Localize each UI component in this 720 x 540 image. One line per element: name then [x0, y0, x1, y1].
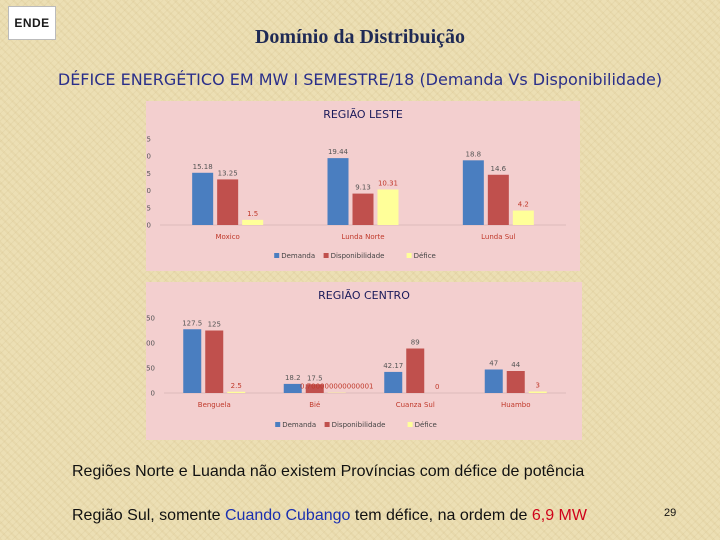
- y-tick-label: 15: [146, 170, 151, 178]
- data-label-defice-benguela: 2.5: [231, 382, 242, 390]
- data-label-disponibilidade-lunda-norte: 9.13: [355, 184, 371, 192]
- data-label-demanda-bie: 18.2: [285, 374, 301, 382]
- bar-defice-huambo: [528, 391, 547, 393]
- data-label-demanda-benguela: 127.5: [182, 319, 202, 327]
- legend-swatch-defice: [406, 253, 412, 258]
- legend-label-demanda: Demanda: [281, 252, 315, 260]
- y-tick-label: 50: [146, 365, 155, 373]
- note-regiao-sul: Região Sul, somente Cuando Cubango tem d…: [72, 507, 587, 525]
- note-sul-value: 6,9 MW: [531, 507, 587, 524]
- chart-regiao-leste: REGIÃO LESTE 0 5 10 15 20 25 15.18 13.25 1.5 Moxic…: [146, 101, 580, 271]
- note-sul-part2: tem défice, na ordem de: [350, 507, 532, 524]
- legend-swatch-disponibilidade: [324, 422, 330, 427]
- data-label-defice-bie: 0.700000000000001: [300, 383, 373, 391]
- chart-title: REGIÃO CENTRO: [318, 289, 410, 302]
- category-label-huambo: Huambo: [501, 401, 531, 409]
- category-label-moxico: Moxico: [216, 233, 240, 241]
- note-sul-province: Cuando Cubango: [224, 507, 351, 524]
- data-label-disponibilidade-benguela: 125: [208, 321, 221, 329]
- data-label-defice-cuanza-sul: 0: [435, 383, 439, 391]
- bar-demanda-benguela: [183, 329, 202, 393]
- y-tick-label: 25: [146, 136, 151, 144]
- chart-regiao-centro: REGIÃO CENTRO 0 50 100 150 127.5 125 2.5 Benguel…: [146, 282, 582, 440]
- legend-label-defice: Défice: [415, 421, 437, 429]
- bar-disponibilidade-benguela: [205, 330, 224, 393]
- note-norte-luanda: Regiões Norte e Luanda não existem Proví…: [72, 463, 585, 480]
- data-label-disponibilidade-moxico: 13.25: [218, 169, 238, 177]
- category-label-benguela: Benguela: [198, 401, 231, 409]
- data-label-disponibilidade-huambo: 44: [511, 361, 520, 369]
- bar-defice-moxico: [242, 219, 264, 225]
- bar-defice-lunda-sul: [512, 210, 534, 225]
- bar-demanda-bie: [283, 383, 302, 393]
- category-label-lunda-norte: Lunda Norte: [341, 233, 384, 241]
- category-label-lunda-sul: Lunda Sul: [481, 233, 515, 241]
- category-label-cuanza-sul: Cuanza Sul: [396, 401, 435, 409]
- bar-demanda-moxico: [192, 172, 214, 225]
- legend-label-defice: Défice: [414, 252, 436, 260]
- bar-disponibilidade-cuanza-sul: [406, 348, 425, 393]
- y-tick-label: 0: [147, 222, 151, 230]
- bar-defice-benguela: [227, 391, 246, 393]
- bar-demanda-huambo: [484, 369, 503, 393]
- legend-swatch-disponibilidade: [323, 253, 329, 258]
- bar-disponibilidade-huambo: [506, 371, 525, 393]
- data-label-demanda-lunda-norte: 19.44: [328, 148, 349, 156]
- data-label-demanda-cuanza-sul: 42.17: [383, 362, 403, 370]
- y-tick-label: 0: [151, 390, 155, 398]
- data-label-demanda-moxico: 15.18: [193, 163, 213, 171]
- data-label-demanda-lunda-sul: 18.8: [466, 150, 482, 158]
- legend-label-disponibilidade: Disponibilidade: [331, 252, 385, 260]
- bar-demanda-cuanza-sul: [384, 371, 403, 393]
- bar-demanda-lunda-norte: [327, 158, 349, 225]
- data-label-demanda-huambo: 47: [489, 360, 498, 368]
- data-label-defice-moxico: 1.5: [247, 210, 258, 218]
- y-tick-label: 150: [146, 315, 155, 323]
- page-subtitle: DÉFICE ENERGÉTICO EM MW I SEMESTRE/18 (D…: [57, 70, 663, 89]
- legend-label-disponibilidade: Disponibilidade: [332, 421, 386, 429]
- data-label-defice-huambo: 3: [536, 382, 540, 390]
- chart-leste-svg: REGIÃO LESTE 0 5 10 15 20 25 15.18 13.25 1.5 Moxic…: [146, 108, 566, 260]
- data-label-disponibilidade-cuanza-sul: 89: [411, 339, 420, 347]
- bar-disponibilidade-bie: [305, 384, 324, 393]
- legend-label-demanda: Demanda: [282, 421, 316, 429]
- y-tick-label: 100: [146, 340, 155, 348]
- bar-disponibilidade-moxico: [217, 179, 239, 225]
- bar-disponibilidade-lunda-norte: [352, 193, 374, 225]
- page-title: Domínio da Distribuição: [254, 26, 466, 48]
- bar-defice-lunda-norte: [377, 189, 399, 225]
- legend-swatch-demanda: [274, 253, 280, 258]
- data-label-defice-lunda-norte: 10.31: [378, 180, 398, 188]
- logo-text: ENDE: [14, 16, 50, 30]
- y-tick-label: 10: [146, 187, 151, 195]
- legend-swatch-demanda: [275, 422, 281, 427]
- chart-title: REGIÃO LESTE: [323, 108, 403, 121]
- page-number: 29: [664, 507, 677, 519]
- legend-swatch-defice: [407, 422, 413, 427]
- bar-disponibilidade-lunda-sul: [487, 174, 509, 225]
- y-tick-label: 5: [147, 204, 151, 212]
- category-label-bie: Bié: [309, 401, 320, 409]
- y-tick-label: 20: [146, 153, 151, 161]
- bar-demanda-lunda-sul: [462, 160, 484, 225]
- note-sul-part1: Região Sul, somente: [72, 507, 225, 524]
- data-label-defice-lunda-sul: 4.2: [518, 201, 529, 209]
- company-logo: ENDE: [8, 6, 56, 40]
- data-label-disponibilidade-lunda-sul: 14.6: [491, 165, 507, 173]
- chart-centro-svg: REGIÃO CENTRO 0 50 100 150 127.5 125 2.5 Benguel…: [146, 289, 566, 429]
- data-label-disponibilidade-bie: 17.5: [307, 374, 323, 382]
